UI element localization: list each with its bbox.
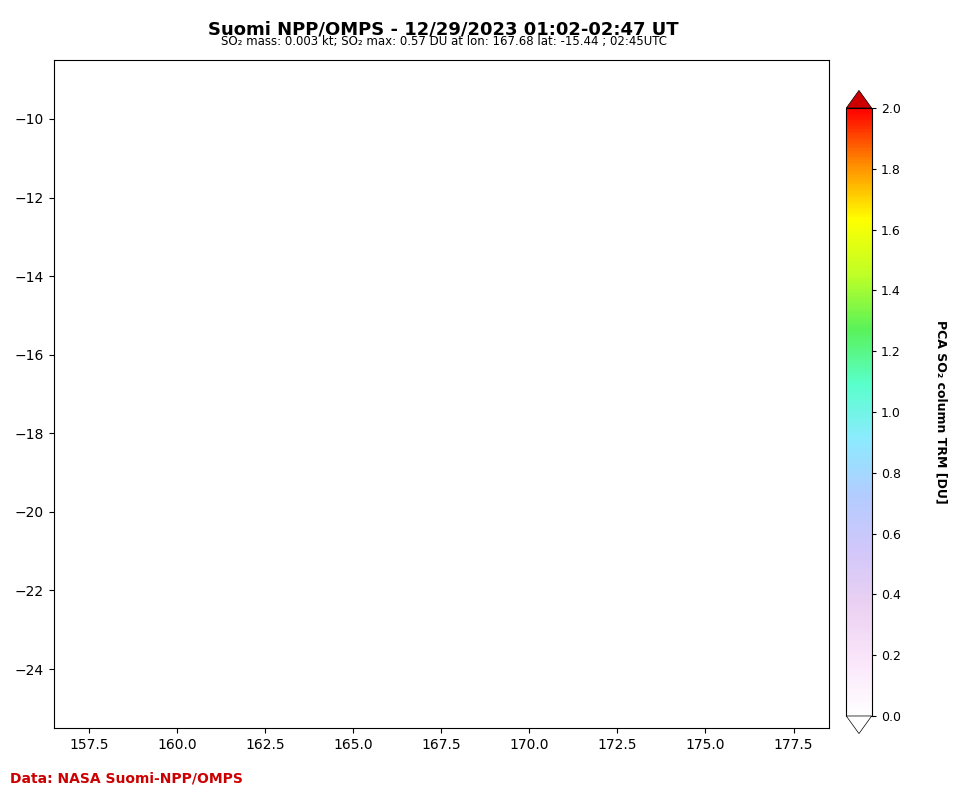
Text: Data: NASA Suomi-NPP/OMPS: Data: NASA Suomi-NPP/OMPS	[10, 771, 243, 786]
Text: PCA SO₂ column TRM [DU]: PCA SO₂ column TRM [DU]	[934, 320, 948, 504]
Text: Suomi NPP/OMPS - 12/29/2023 01:02-02:47 UT: Suomi NPP/OMPS - 12/29/2023 01:02-02:47 …	[209, 20, 679, 38]
Text: SO₂ mass: 0.003 kt; SO₂ max: 0.57 DU at lon: 167.68 lat: -15.44 ; 02:45UTC: SO₂ mass: 0.003 kt; SO₂ max: 0.57 DU at …	[220, 35, 667, 48]
